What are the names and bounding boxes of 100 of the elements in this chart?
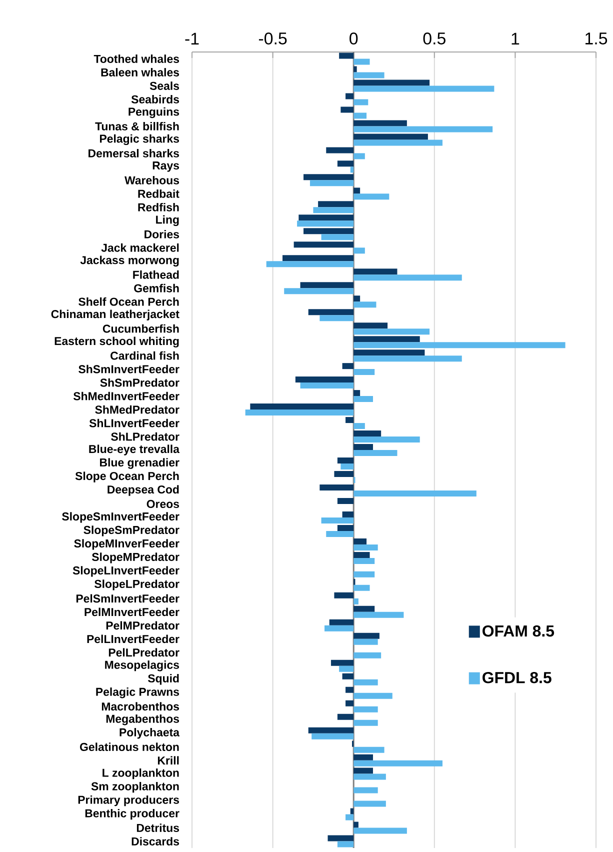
bar xyxy=(354,342,566,348)
x-tick-label: 1 xyxy=(512,32,520,44)
y-tick-label: Pelagic sharks xyxy=(100,134,179,146)
y-tick-label: Slope Ocean Perch xyxy=(75,472,179,482)
bar xyxy=(354,444,373,450)
bar xyxy=(354,153,365,160)
bar xyxy=(339,52,354,59)
bar xyxy=(354,430,382,437)
bar xyxy=(354,606,375,612)
bar xyxy=(342,511,354,518)
bar xyxy=(354,72,384,78)
bar xyxy=(354,544,378,550)
bar xyxy=(324,625,354,632)
bar xyxy=(354,80,430,86)
bar xyxy=(354,369,375,376)
bar xyxy=(354,248,365,254)
bar xyxy=(346,814,354,820)
bar xyxy=(297,220,354,227)
bar xyxy=(354,754,373,760)
bar xyxy=(354,679,378,686)
y-tick-label: Gemfish xyxy=(134,284,179,292)
bar xyxy=(300,282,354,288)
y-tick-label: Chinaman leatherjacket xyxy=(51,310,180,320)
bar xyxy=(354,828,407,834)
y-tick-label: Gelatinous nekton xyxy=(80,742,179,752)
bar xyxy=(308,309,354,316)
bar xyxy=(310,180,354,186)
bar xyxy=(354,194,390,200)
bar xyxy=(354,120,407,126)
bar xyxy=(337,160,354,167)
y-tick-label: Primary producers xyxy=(78,795,179,806)
bar xyxy=(294,242,354,248)
y-tick-label: SlopeLPredator xyxy=(94,580,180,590)
y-tick-label: ShMedPredator xyxy=(95,405,180,414)
bar xyxy=(354,760,442,766)
x-tick-label: 0.5 xyxy=(423,32,446,44)
x-tick-label: -1 xyxy=(185,32,199,44)
bar xyxy=(250,404,354,410)
bar xyxy=(354,538,367,544)
bar xyxy=(337,714,354,720)
bar xyxy=(342,673,354,680)
bar xyxy=(337,524,354,531)
bar xyxy=(340,464,354,470)
bar xyxy=(298,214,354,221)
bar xyxy=(354,268,398,275)
bar xyxy=(328,835,354,842)
bar xyxy=(354,584,370,591)
bar xyxy=(354,768,373,774)
y-tick-label: Mesopelagics xyxy=(105,660,180,672)
bar xyxy=(354,356,462,362)
y-tick-label: Krill xyxy=(158,756,179,764)
bar xyxy=(354,612,404,618)
bar xyxy=(354,598,358,604)
bar xyxy=(354,720,378,726)
bar xyxy=(337,458,354,464)
bar xyxy=(354,787,378,794)
y-tick-label: SlopeSmInvertFeeder xyxy=(62,512,180,523)
bar xyxy=(337,498,354,504)
y-tick-label: Penguins xyxy=(128,107,180,118)
bar xyxy=(354,423,365,430)
y-tick-label: Baleen whales xyxy=(101,68,179,76)
bar xyxy=(339,666,354,672)
y-tick-label: PelLInvertFeeder xyxy=(87,634,180,644)
bar xyxy=(354,336,420,342)
y-tick-label: ShMedInvertFeeder xyxy=(73,392,180,400)
y-tick-label: Jackass morwong xyxy=(80,256,179,266)
bar xyxy=(326,530,354,537)
y-tick-label: Jack mackerel xyxy=(101,243,179,252)
bar xyxy=(326,147,354,154)
y-tick-label: Shelf Ocean Perch xyxy=(78,297,179,306)
y-tick-label: Squid xyxy=(148,674,179,685)
bar xyxy=(304,174,354,180)
bar xyxy=(354,706,378,712)
y-tick-label: PelMInvertFeeder xyxy=(84,608,180,616)
y-tick-label: Redfish xyxy=(138,202,179,212)
bar xyxy=(342,363,354,370)
bar xyxy=(354,450,398,456)
bar xyxy=(282,255,354,262)
bar xyxy=(330,660,354,666)
bar xyxy=(354,571,375,578)
y-tick-label: Cucumberfish xyxy=(102,324,179,333)
bar xyxy=(346,93,354,100)
y-tick-label: Dories xyxy=(144,230,180,238)
bar xyxy=(354,274,462,281)
bar xyxy=(295,376,354,383)
bar xyxy=(354,692,392,699)
bar xyxy=(354,58,370,65)
y-tick-label: L zooplankton xyxy=(102,768,179,780)
bar xyxy=(321,517,354,524)
bar xyxy=(354,558,375,564)
bar xyxy=(354,350,425,356)
bar xyxy=(354,140,442,146)
y-tick-label: PelSmInvertFeeder xyxy=(76,594,180,603)
bar xyxy=(354,328,430,335)
bar xyxy=(354,302,376,308)
bar xyxy=(346,686,354,693)
bar xyxy=(354,126,493,132)
y-tick-label: Demersal sharks xyxy=(88,148,179,158)
y-tick-label: SlopeLInvertFeeder xyxy=(72,566,180,577)
y-tick-label: Warehous xyxy=(124,176,180,184)
